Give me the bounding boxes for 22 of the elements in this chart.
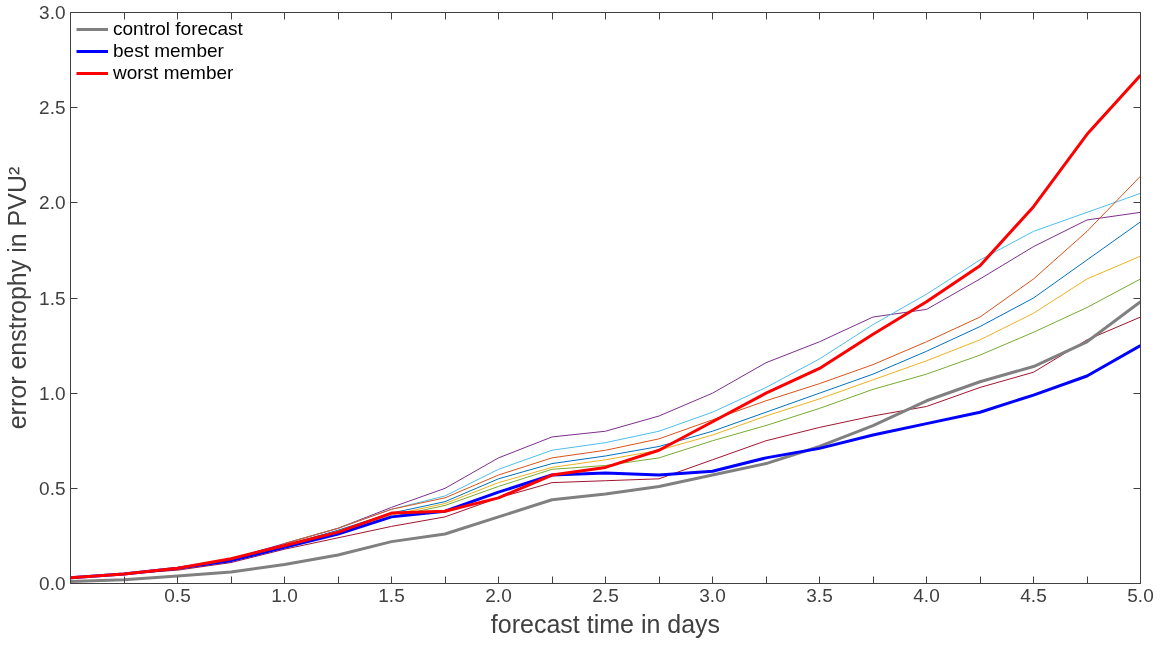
legend-label: control forecast: [113, 18, 243, 40]
y-tick-label: 0.0: [39, 573, 66, 594]
y-tick-label: 3.0: [39, 2, 66, 23]
y-tick-label: 1.0: [39, 382, 66, 404]
y-tick-label: 2.0: [39, 192, 66, 214]
x-tick-label: 3.5: [806, 584, 833, 606]
x-tick-label: 3.0: [699, 584, 726, 606]
x-tick-label: 4.5: [1020, 584, 1047, 606]
x-axis-title: forecast time in days: [490, 609, 721, 638]
x-tick-label: 5.0: [1127, 584, 1154, 606]
x-tick-label: 2.0: [485, 584, 512, 606]
y-tick-label: 2.5: [39, 97, 66, 119]
x-tick-label: 1.5: [378, 584, 405, 606]
y-axis-title: error enstrophy in PVU²: [3, 166, 32, 430]
y-tick-label: 1.5: [39, 287, 66, 309]
legend-label: worst member: [113, 62, 234, 84]
x-tick-label: 2.5: [592, 584, 619, 606]
x-tick-label: 1.0: [271, 584, 298, 606]
x-tick-label: 0.5: [164, 584, 191, 606]
x-tick-label: 4.0: [913, 584, 940, 606]
y-tick-label: 0.5: [39, 477, 66, 499]
legend-label: best member: [113, 40, 224, 62]
